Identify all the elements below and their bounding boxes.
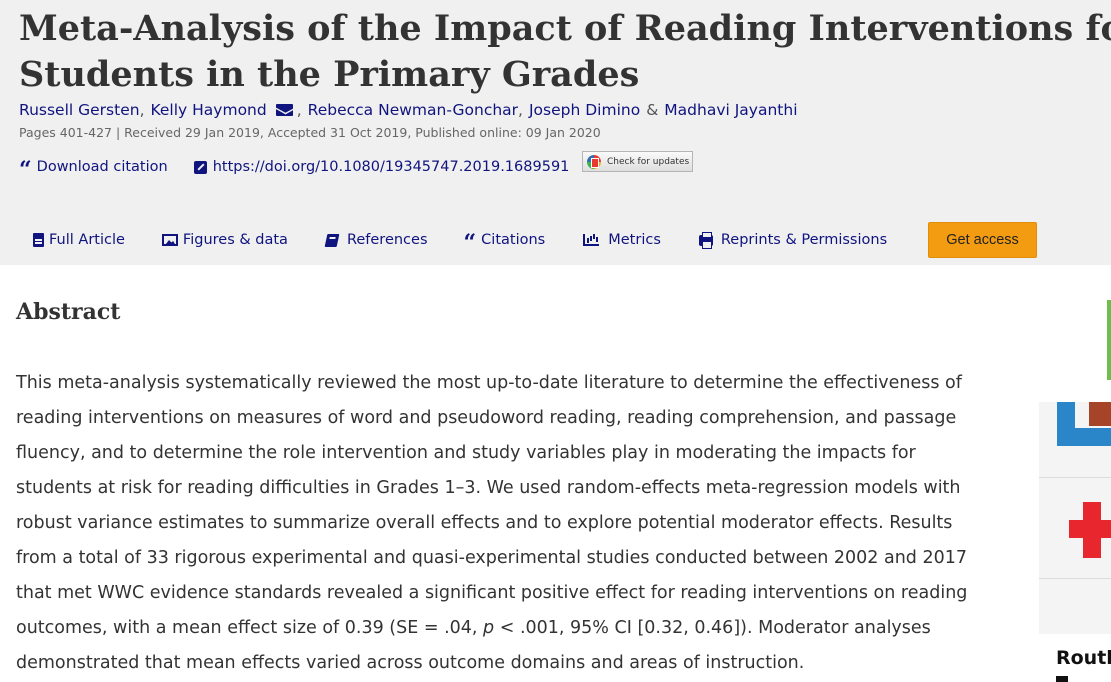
image-icon [161, 234, 178, 246]
download-citation-link[interactable]: “ Download citation [19, 157, 168, 183]
publication-meta: Pages 401-427 | Received 29 Jan 2019, Ac… [19, 125, 601, 140]
author-separator: , [296, 101, 302, 119]
article-tools: “ Download citation https://doi.org/10.1… [19, 156, 570, 183]
doi-link[interactable]: https://doi.org/10.1080/19345747.2019.16… [193, 159, 570, 175]
document-icon [33, 233, 44, 247]
advertisement-caption-fragment [1056, 676, 1068, 682]
tab-label: Citations [481, 232, 546, 248]
author-separator: , [139, 101, 145, 119]
tab-label: Figures & data [182, 232, 288, 248]
check-for-updates-label: Check for updates [607, 156, 690, 167]
tab-figures-data[interactable]: Figures & data [161, 222, 288, 258]
download-citation-label: Download citation [36, 159, 168, 175]
author-list: Russell Gersten , Kelly Haymond , Rebecc… [19, 99, 798, 121]
abstract-line: fluency, and to determine the role inter… [16, 443, 916, 463]
abstract-text: This meta-analysis systematically review… [16, 366, 1026, 681]
abstract-line: that met WWC evidence standards revealed… [16, 583, 968, 603]
author-link-gersten[interactable]: Russell Gersten [19, 101, 140, 119]
divider [1039, 477, 1111, 478]
tab-reprints-permissions[interactable]: Reprints & Permissions [698, 222, 888, 258]
tab-label: Reprints & Permissions [720, 232, 888, 248]
crossmark-icon [587, 154, 601, 169]
abstract-line: outcomes, with a mean effect size of 0.3… [16, 611, 1026, 646]
tab-full-article[interactable]: Full Article [33, 222, 125, 258]
quote-icon: “ [19, 157, 32, 183]
author-link-dimino[interactable]: Joseph Dimino [528, 101, 641, 119]
tab-label: Metrics [608, 232, 661, 248]
doi-link-label: https://doi.org/10.1080/19345747.2019.16… [212, 159, 570, 175]
book-icon [324, 233, 340, 247]
abstract-line: This meta-analysis systematically review… [16, 373, 962, 393]
abstract-line: reading interventions on measures of wor… [16, 408, 957, 428]
side-accent-bar [1107, 300, 1111, 380]
advertisement-caption[interactable]: Routl [1056, 647, 1111, 669]
abstract-line: robust variance estimates to summarize o… [16, 513, 953, 533]
tab-references[interactable]: References [324, 222, 428, 258]
external-link-icon [193, 160, 207, 174]
check-for-updates-button[interactable]: Check for updates [582, 151, 693, 172]
p-value-symbol: p [483, 618, 495, 638]
article-header: Meta-Analysis of the Impact of Reading I… [0, 0, 1111, 265]
tab-label: Full Article [49, 232, 125, 248]
print-icon [698, 231, 713, 249]
puzzle-piece-icon [1057, 402, 1111, 462]
divider [1039, 578, 1111, 579]
author-link-haymond[interactable]: Kelly Haymond [150, 101, 267, 119]
abstract-line-part: < .001, 95% CI [0.32, 0.46]). Moderator … [494, 618, 931, 638]
tab-metrics[interactable]: Metrics [583, 222, 661, 258]
article-title-line-1: Meta-Analysis of the Impact of Reading I… [19, 8, 1111, 49]
medical-cross-icon [1069, 502, 1111, 558]
envelope-icon[interactable] [275, 104, 293, 116]
tab-citations[interactable]: “ Citations [464, 222, 546, 258]
abstract-line: students at risk for reading difficultie… [16, 478, 961, 498]
author-link-newman-gonchar[interactable]: Rebecca Newman-Gonchar [307, 101, 519, 119]
tab-label: References [346, 232, 428, 248]
article-title: Meta-Analysis of the Impact of Reading I… [19, 6, 1111, 98]
abstract-line: demonstrated that mean effects varied ac… [16, 653, 805, 673]
quote-icon: “ [463, 230, 477, 256]
author-separator: , [518, 101, 523, 119]
abstract-line: from a total of 33 rigorous experimental… [16, 548, 967, 568]
author-link-jayanthi[interactable]: Madhavi Jayanthi [664, 101, 798, 119]
advertisement-image[interactable] [1039, 402, 1111, 634]
article-tabs: Full Article Figures & data References “… [33, 222, 887, 258]
bar-chart-icon [583, 234, 600, 246]
author-ampersand: & [646, 101, 659, 119]
article-title-line-2: Students in the Primary Grades [19, 54, 640, 95]
get-access-button[interactable]: Get access [928, 222, 1037, 258]
abstract-line-part: outcomes, with a mean effect size of 0.3… [16, 618, 484, 638]
puzzle-piece-icon [1089, 402, 1111, 426]
abstract-heading: Abstract [16, 299, 121, 325]
